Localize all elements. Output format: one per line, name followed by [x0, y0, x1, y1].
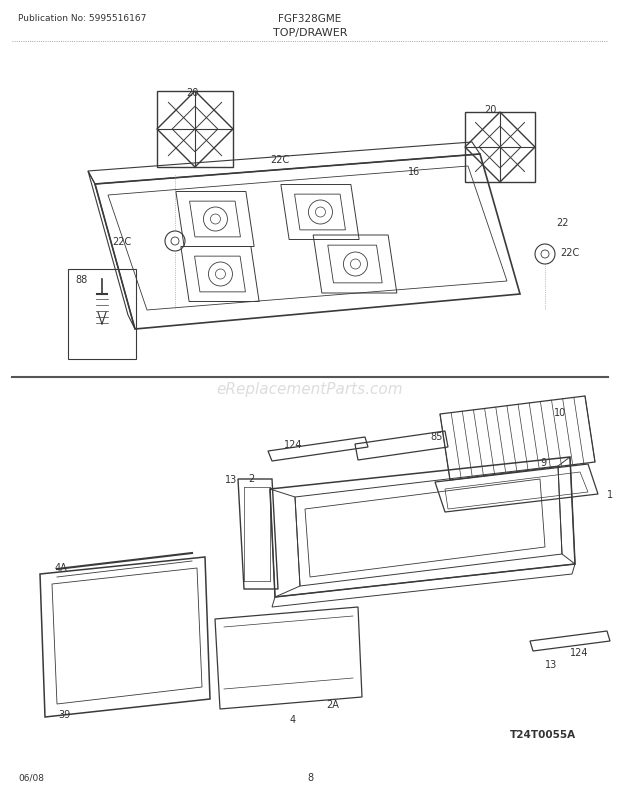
Text: Publication No: 5995516167: Publication No: 5995516167 [18, 14, 146, 23]
Text: eReplacementParts.com: eReplacementParts.com [216, 382, 404, 397]
Text: 8: 8 [307, 772, 313, 782]
Text: 06/08: 06/08 [18, 773, 44, 782]
Bar [68, 269, 136, 359]
Text: 22: 22 [556, 217, 569, 228]
Bar [157, 92, 233, 168]
Text: FGF328GME: FGF328GME [278, 14, 342, 24]
Text: 2A: 2A [326, 699, 339, 709]
Text: 85: 85 [430, 431, 443, 441]
Text: 2: 2 [248, 473, 254, 484]
Text: 9: 9 [540, 457, 546, 468]
Text: 22C: 22C [560, 248, 579, 257]
Text: 10: 10 [554, 407, 566, 418]
Text: 4: 4 [290, 714, 296, 724]
Text: T24T0055A: T24T0055A [510, 729, 576, 739]
Text: 88: 88 [75, 274, 87, 285]
Text: 13: 13 [545, 659, 557, 669]
Text: 16: 16 [408, 167, 420, 176]
Text: 1: 1 [607, 489, 613, 500]
Text: 22C: 22C [270, 155, 290, 164]
Text: 20: 20 [186, 88, 198, 98]
Text: 124: 124 [284, 439, 303, 449]
Text: 4A: 4A [55, 562, 68, 573]
Text: 22C: 22C [112, 237, 131, 247]
Text: 13: 13 [225, 475, 237, 484]
Bar [465, 113, 535, 183]
Text: TOP/DRAWER: TOP/DRAWER [273, 28, 347, 38]
Text: 124: 124 [570, 647, 588, 657]
Text: 39: 39 [58, 709, 70, 719]
Text: 20: 20 [484, 105, 496, 115]
